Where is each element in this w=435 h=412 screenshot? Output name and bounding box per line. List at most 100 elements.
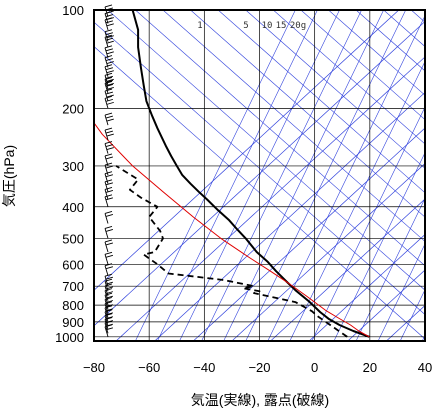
wind-barb-feather — [106, 78, 114, 82]
wind-barb — [104, 228, 109, 239]
wind-barb-feather — [105, 98, 114, 102]
wind-barb-feather — [105, 67, 114, 71]
wind-barb — [104, 129, 109, 141]
x-tick-labels: −80 −60 −40 −20 0 20 40 — [83, 360, 432, 375]
wind-barb-feather — [104, 88, 113, 92]
wind-barb-feather — [105, 197, 114, 201]
y-tick-label: 900 — [62, 315, 84, 330]
wind-barb-feather — [106, 101, 114, 105]
y-tick-label: 1000 — [55, 330, 84, 345]
wind-barb-feather — [104, 95, 113, 99]
wind-barb-feather — [106, 40, 114, 44]
wind-barb — [104, 276, 109, 287]
wind-barb-feather — [105, 214, 114, 217]
x-tick-label: −40 — [193, 360, 215, 375]
series-layer — [94, 10, 370, 338]
wind-barb-feather — [104, 64, 113, 68]
wind-barb-feather — [105, 156, 114, 160]
wind-barb-feather — [105, 130, 114, 134]
wind-barb-feather — [104, 55, 113, 58]
wind-barb — [104, 181, 109, 192]
wind-barb-feather — [106, 133, 114, 137]
guide-line — [289, 60, 425, 341]
wind-barb-feather — [106, 61, 114, 64]
wind-barb — [104, 196, 109, 207]
wind-barb — [104, 47, 109, 58]
wind-barb — [104, 31, 109, 42]
guide-line — [300, 10, 425, 121]
guide-line — [273, 10, 425, 145]
wind-barb — [104, 241, 109, 253]
wind-barb-feather — [105, 242, 114, 246]
wind-barb — [104, 265, 109, 276]
wind-barb-feather — [105, 48, 114, 52]
wind-barb-feather — [106, 94, 114, 98]
y-tick-label: 600 — [62, 257, 84, 272]
wind-barb-feather — [104, 72, 113, 76]
wind-barb-feather — [104, 194, 113, 198]
guide-line — [223, 10, 384, 341]
guide-line — [94, 21, 425, 315]
wind-barb — [104, 143, 109, 154]
wind-barb-feather — [105, 266, 114, 270]
wind-barb — [104, 75, 109, 86]
y-tick-label: 800 — [62, 298, 84, 313]
wind-barb-feather — [105, 115, 114, 119]
wind-barb-feather — [105, 190, 114, 193]
y-axis-title: 気圧(hPa) — [1, 145, 17, 207]
y-tick-label: 700 — [62, 279, 84, 294]
wind-barb-feather — [104, 263, 113, 267]
y-tick-label: 200 — [62, 101, 84, 116]
wind-barb-feather — [105, 20, 114, 24]
guide-line — [190, 10, 425, 218]
wind-barb-feather — [104, 179, 113, 183]
wind-barb-feather — [106, 118, 114, 122]
wind-barb — [104, 173, 109, 184]
guide-line — [267, 15, 425, 341]
wind-barb-feather — [105, 58, 114, 61]
wind-barb — [104, 164, 109, 176]
x-tick-label: 20 — [363, 360, 377, 375]
x-axis-title: 気温(実線), 露点(破線) — [191, 392, 329, 408]
wind-barb — [104, 83, 109, 94]
guide-line — [424, 340, 425, 341]
wind-barb-feather — [106, 17, 114, 20]
x-tick-label: −20 — [248, 360, 270, 375]
wind-barb — [104, 13, 109, 24]
wind-barb-feather — [105, 276, 114, 280]
wind-barb-feather — [105, 254, 114, 258]
wind-barb — [104, 315, 109, 326]
wind-barb — [104, 290, 109, 301]
wind-barb — [104, 79, 109, 90]
temperature-line — [131, 10, 370, 338]
wind-barb — [104, 189, 109, 200]
x-tick-label: −60 — [138, 360, 160, 375]
wind-barb — [104, 303, 109, 314]
x-tick-label: 40 — [418, 360, 432, 375]
mixing-ratio-label: 1 — [197, 21, 202, 31]
wind-barb-feather — [105, 165, 114, 169]
mixing-ratio-label: 20g — [290, 21, 306, 31]
wind-barb-feather — [105, 144, 114, 148]
wind-barb-feather — [106, 10, 114, 14]
guide-line — [245, 10, 425, 169]
wind-barb-feather — [106, 147, 114, 151]
x-tick-label: 0 — [311, 360, 318, 375]
y-tick-label: 300 — [62, 159, 84, 174]
wind-barb — [104, 213, 109, 224]
guide-lines — [94, 10, 425, 341]
wind-barb — [104, 6, 109, 18]
wind-barb — [104, 90, 109, 102]
wind-barb — [104, 319, 109, 330]
wind-barbs — [104, 4, 114, 337]
y-tick-label: 500 — [62, 231, 84, 246]
mixing-ratio-label: 5 — [243, 21, 248, 31]
wind-barb — [104, 307, 109, 318]
dewpoint-line — [115, 165, 348, 338]
guide-line — [94, 46, 425, 340]
wind-barb — [104, 37, 109, 48]
wind-barb — [104, 326, 109, 337]
guide-line — [135, 10, 425, 267]
wind-barb — [104, 254, 109, 265]
